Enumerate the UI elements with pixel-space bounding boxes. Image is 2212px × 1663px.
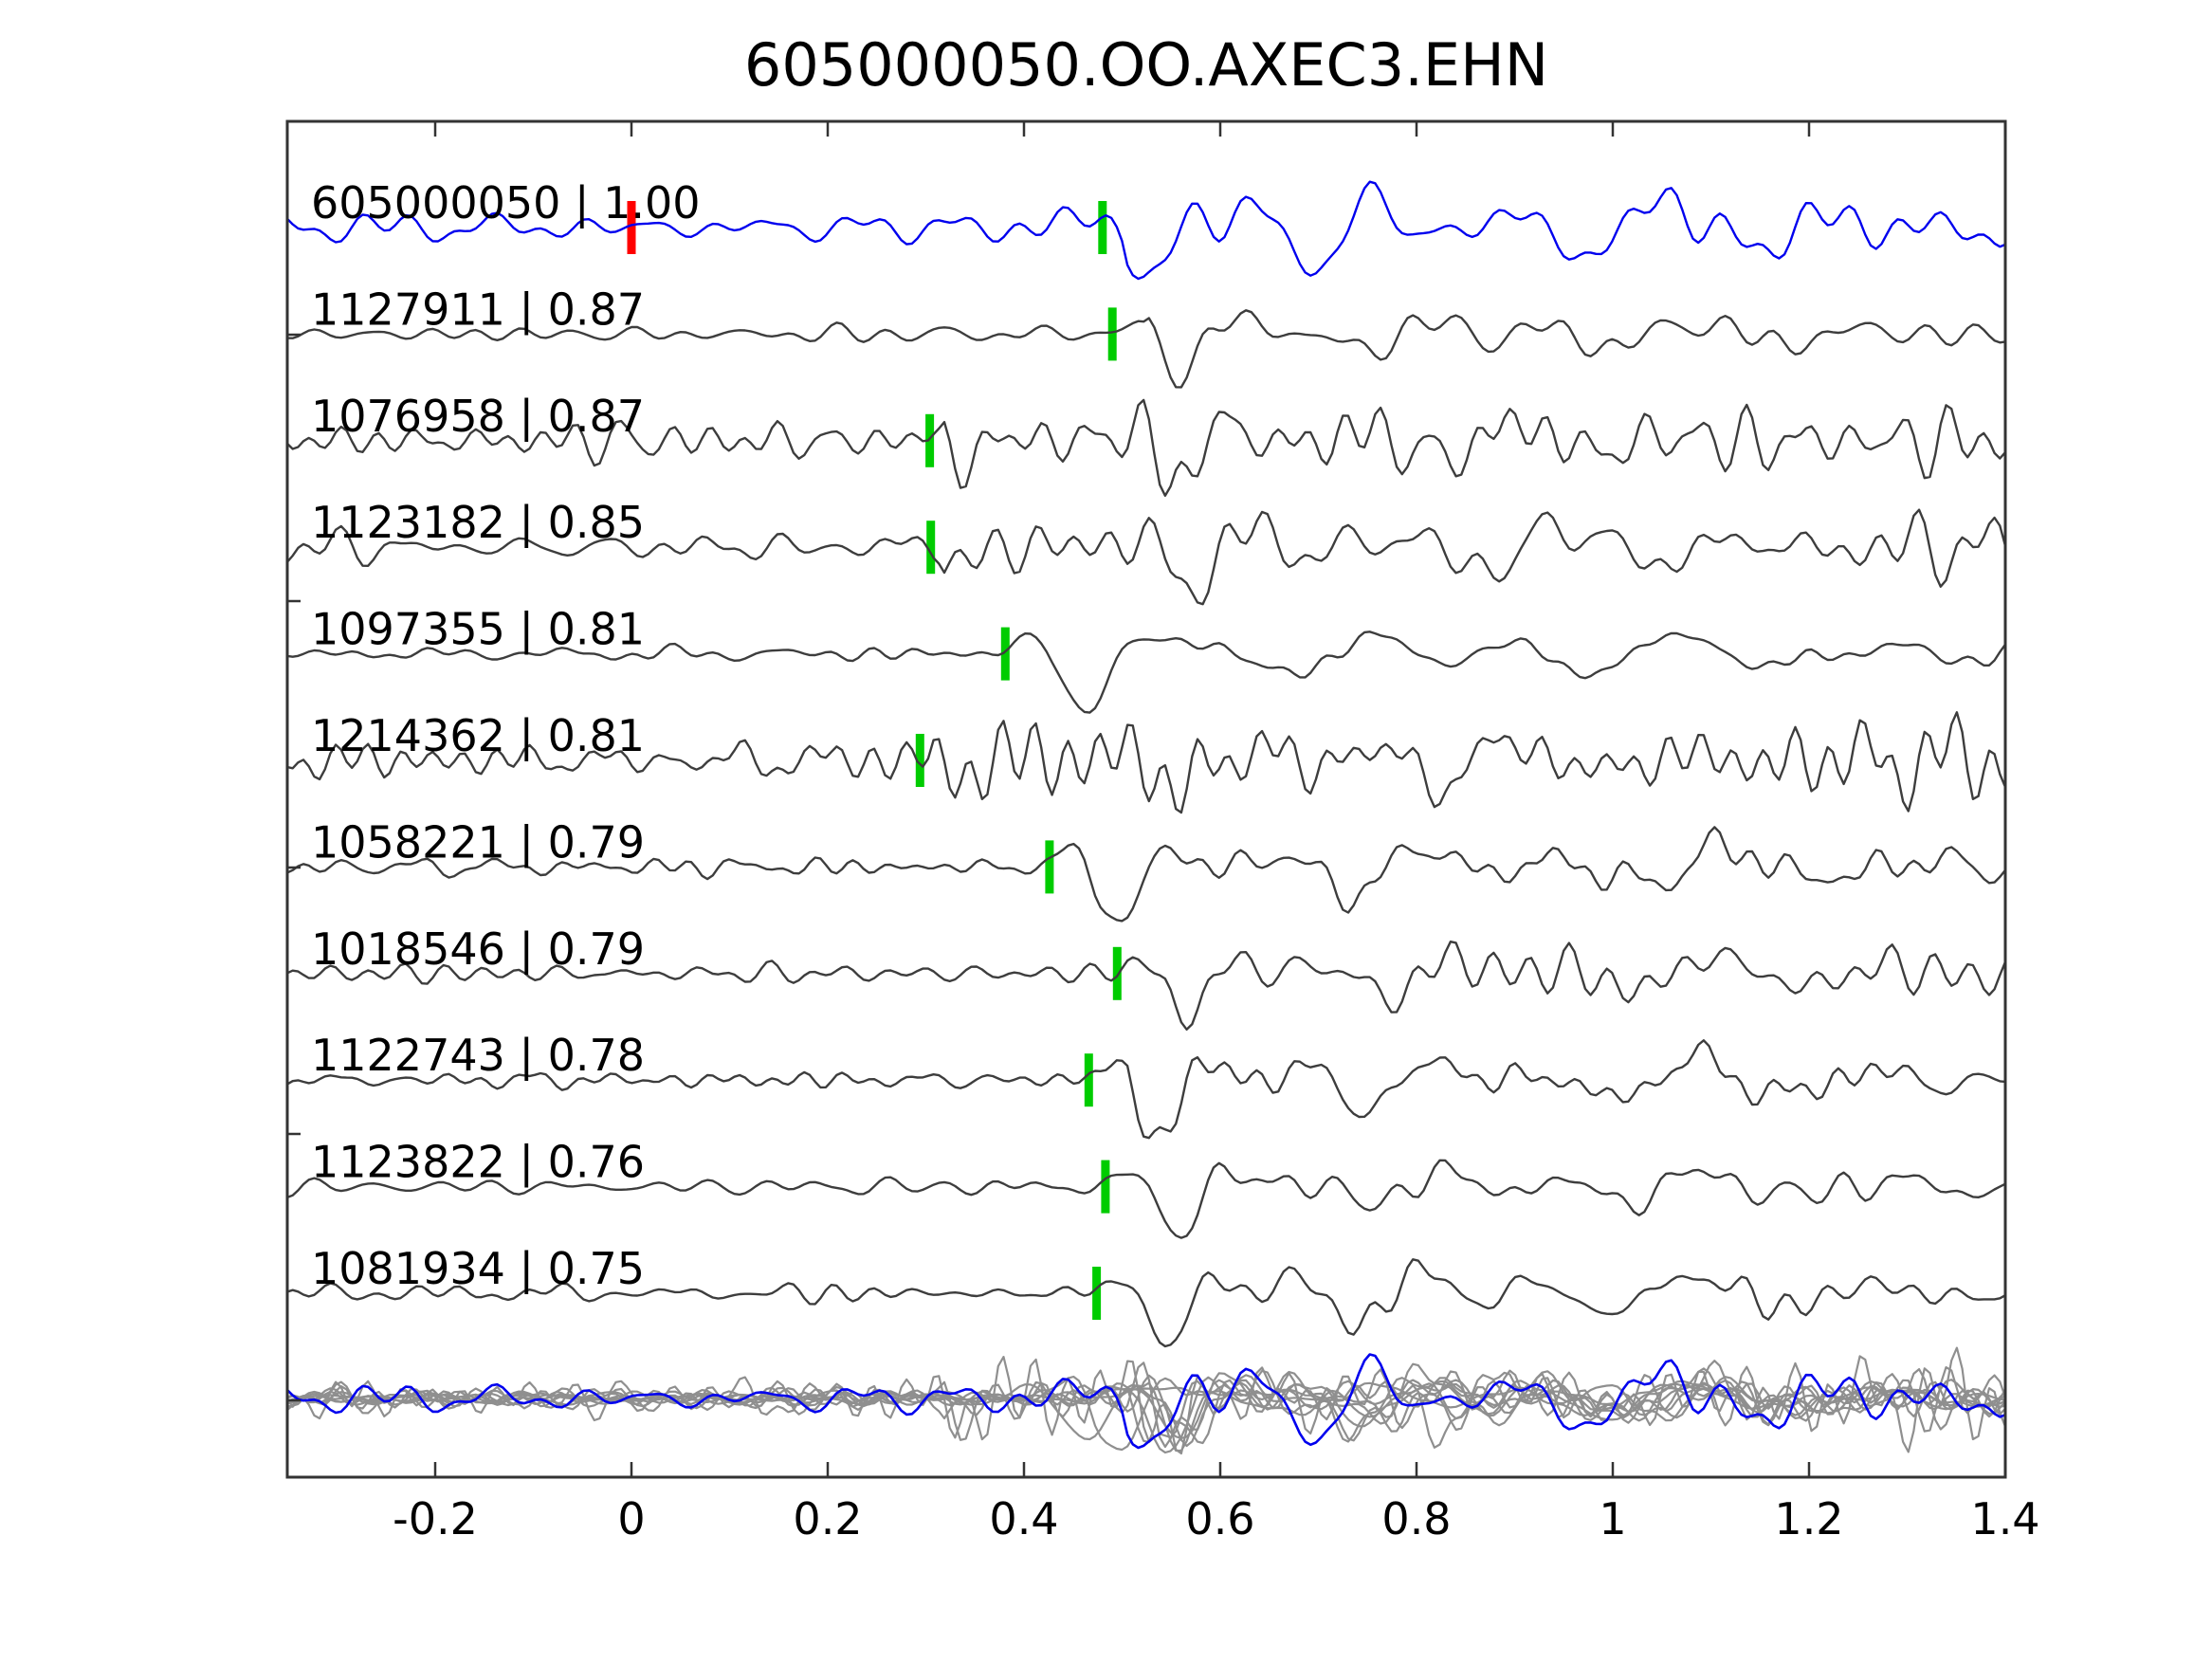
- trace-label-1076958: 1076958 | 0.87: [311, 391, 645, 443]
- waveform-605000050: [287, 180, 2005, 281]
- x-tick-label: 0.8: [1381, 1493, 1451, 1544]
- waveform-1058221: [287, 826, 2005, 923]
- overlay-trace-1214362: [287, 1346, 2005, 1455]
- pick-marker-1081934: [1092, 1267, 1102, 1320]
- waveform-1081934: [287, 1258, 2005, 1348]
- pick-marker-1122743: [1084, 1053, 1093, 1107]
- pick-marker-1076958: [925, 413, 935, 467]
- trace-labels: 605000050 | 1.00 1127911 | 0.87 1076958 | …: [311, 177, 701, 1295]
- x-tick-label: 0.6: [1185, 1493, 1254, 1544]
- waveform-1018546: [287, 941, 2005, 1031]
- trace-label-1214362: 1214362 | 0.81: [311, 710, 645, 762]
- figure-title: 605000050.OO.AXEC3.EHN: [744, 30, 1548, 100]
- trace-label-1127911: 1127911 | 0.87: [311, 283, 645, 336]
- x-tick-label: 1.4: [1970, 1493, 2039, 1544]
- x-tick-label: 0: [617, 1493, 645, 1544]
- trace-label-1058221: 1058221 | 0.79: [311, 816, 645, 868]
- trace-label-605000050: 605000050 | 1.00: [311, 177, 701, 229]
- overlay-trace-1081934: [287, 1362, 2005, 1454]
- pick-marker-1127911: [1107, 307, 1117, 361]
- trace-label-1081934: 1081934 | 0.75: [311, 1243, 645, 1295]
- plot-frame: [285, 119, 2007, 1479]
- template-origin-marker: [627, 201, 636, 254]
- pick-marker-1097355: [1000, 627, 1010, 681]
- trace-rows: [287, 180, 2005, 1348]
- pick-marker-605000050: [1098, 201, 1107, 254]
- pick-marker-1214362: [915, 734, 924, 787]
- overlay-row: [287, 1346, 2005, 1455]
- x-tick-label: 0.2: [793, 1493, 862, 1544]
- x-tick-label: -0.2: [393, 1493, 478, 1544]
- trace-label-1097355: 1097355 | 0.81: [311, 604, 645, 656]
- pick-marker-1018546: [1112, 946, 1122, 1000]
- waveform-1123182: [287, 508, 2005, 606]
- x-tick-label: 1: [1599, 1493, 1626, 1544]
- waveform-1127911: [287, 309, 2005, 389]
- trace-label-1123822: 1123822 | 0.76: [311, 1137, 645, 1189]
- overlay-trace-1097355: [287, 1381, 2005, 1441]
- overlay-trace-1076958: [287, 1361, 2005, 1449]
- trace-label-1122743: 1122743 | 0.78: [311, 1030, 645, 1082]
- waveform-1076958: [287, 398, 2005, 497]
- trace-label-1018546: 1018546 | 0.79: [311, 923, 645, 976]
- pick-markers: [627, 201, 1122, 1320]
- pick-marker-1058221: [1045, 840, 1054, 894]
- x-tick-label: 0.4: [989, 1493, 1058, 1544]
- x-tick-label: 1.2: [1774, 1493, 1843, 1544]
- pick-marker-1123822: [1101, 1160, 1110, 1214]
- waveform-1214362: [287, 711, 2005, 814]
- waveform-1097355: [287, 630, 2005, 714]
- overlay-trace-605000050: [287, 1353, 2005, 1450]
- waveform-1122743: [287, 1039, 2005, 1140]
- pick-marker-1123182: [926, 521, 936, 575]
- axes-frame: [285, 119, 2007, 1479]
- trace-label-1123182: 1123182 | 0.85: [311, 497, 645, 549]
- waveform-1123822: [287, 1159, 2005, 1239]
- axis-ticks: -0.2 0 0.2 0.4 0.6 0.8 1 1.2 1.4: [287, 121, 2040, 1544]
